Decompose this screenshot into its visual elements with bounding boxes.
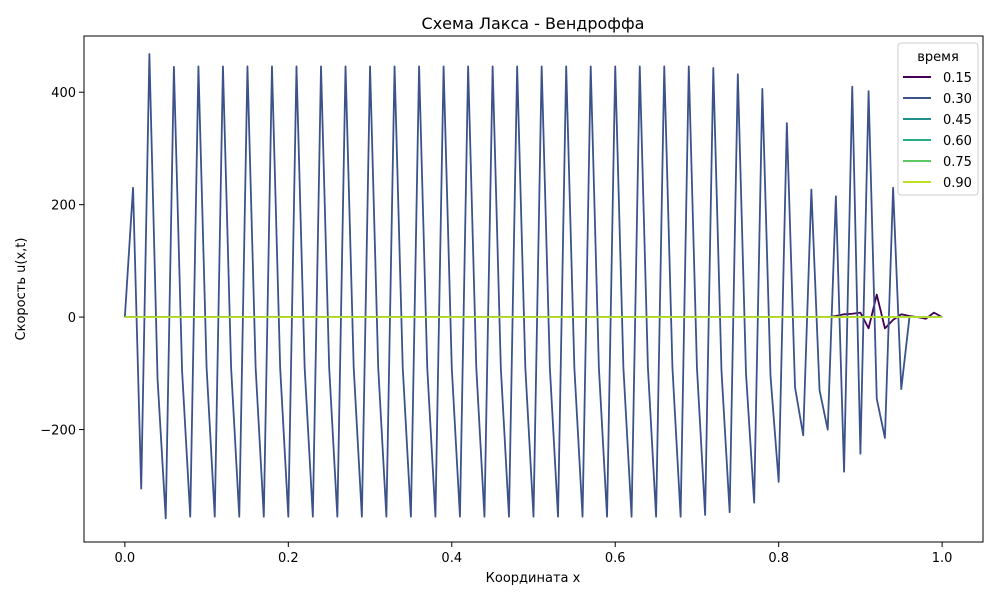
- legend-label-3: 0.60: [943, 134, 972, 149]
- x-tick-label: 0.6: [605, 551, 626, 566]
- x-tick-label: 0.8: [768, 551, 789, 566]
- legend-label-2: 0.45: [943, 113, 972, 128]
- legend-title: время: [917, 50, 959, 65]
- legend-label-1: 0.30: [943, 92, 972, 107]
- chart-title: Схема Лакса - Вендроффа: [422, 14, 645, 33]
- y-axis-label: Скорость u(x,t): [14, 238, 29, 341]
- legend: время 0.15 0.30 0.45 0.60 0.75 0.90: [897, 42, 979, 196]
- legend-label-4: 0.75: [943, 155, 972, 170]
- y-tick-label: −200: [40, 424, 76, 439]
- plot-frame: [83, 35, 984, 543]
- y-tick-label: 400: [51, 86, 76, 101]
- legend-box: [897, 42, 979, 196]
- legend-label-5: 0.90: [943, 176, 972, 191]
- y-tick-label: 200: [51, 199, 76, 214]
- series-line-1: [123, 53, 943, 520]
- x-axis: 0.0 0.2 0.4 0.6 0.8 1.0: [115, 542, 953, 566]
- x-tick-label: 0.4: [441, 551, 462, 566]
- x-axis-label: Координата x: [486, 571, 581, 586]
- y-tick-label: 0: [68, 311, 76, 326]
- x-tick-label: 0.2: [278, 551, 299, 566]
- x-tick-label: 0.0: [115, 551, 136, 566]
- x-tick-label: 1.0: [932, 551, 953, 566]
- legend-label-0: 0.15: [943, 71, 972, 86]
- y-axis: −200 0 200 400: [40, 86, 84, 439]
- series-layer: [123, 53, 943, 520]
